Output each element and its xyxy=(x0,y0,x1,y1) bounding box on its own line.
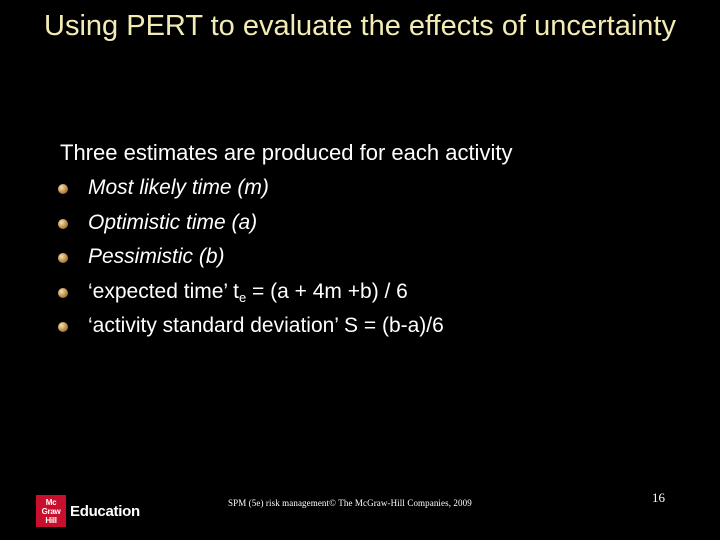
logo-mark-line: Hill xyxy=(45,515,57,525)
bullet-dot-icon xyxy=(58,322,68,332)
bullet-item-most-likely: Most likely time (m) xyxy=(58,174,444,209)
bullet-text: Pessimistic (b) xyxy=(88,245,225,268)
lead-text: Three estimates are produced for each ac… xyxy=(60,140,513,165)
bullet-text-before: ‘expected time’ t xyxy=(88,279,239,303)
mcgraw-hill-education-logo: Mc Graw Hill Education xyxy=(36,494,140,528)
bullet-dot-icon xyxy=(58,287,68,298)
footer-copyright: SPM (5e) risk management© The McGraw-Hil… xyxy=(228,498,472,508)
bullet-item-pessimistic: Pessimistic (b) xyxy=(58,243,444,278)
logo-mark-line: Graw xyxy=(41,506,61,516)
bullet-item-std-deviation: ‘activity standard deviation’ S = (b-a)/… xyxy=(58,312,444,347)
bullet-list: Most likely time (m) Optimistic time (a)… xyxy=(58,174,444,347)
bullet-text: ‘activity standard deviation’ S = (b-a)/… xyxy=(88,314,444,337)
bullet-dot-icon xyxy=(58,218,68,229)
page-number: 16 xyxy=(652,490,665,505)
bullet-item-expected-time: ‘expected time’ te = (a + 4m +b) / 6 xyxy=(58,278,444,313)
bullet-subscript: e xyxy=(238,289,247,305)
bullet-dot-icon xyxy=(58,184,68,194)
bullet-text: Most likely time (m) xyxy=(88,176,269,199)
bullet-item-optimistic: Optimistic time (a) xyxy=(58,209,444,244)
logo-mark-line: Mc xyxy=(45,497,57,507)
logo-mark: Mc Graw Hill xyxy=(36,495,66,527)
slide-title: Using PERT to evaluate the effects of un… xyxy=(44,10,676,42)
logo-word: Education xyxy=(70,502,140,520)
bullet-text-after: = (a + 4m +b) / 6 xyxy=(246,279,408,303)
bullet-text: Optimistic time (a) xyxy=(88,210,258,234)
bullet-dot-icon xyxy=(58,253,68,263)
